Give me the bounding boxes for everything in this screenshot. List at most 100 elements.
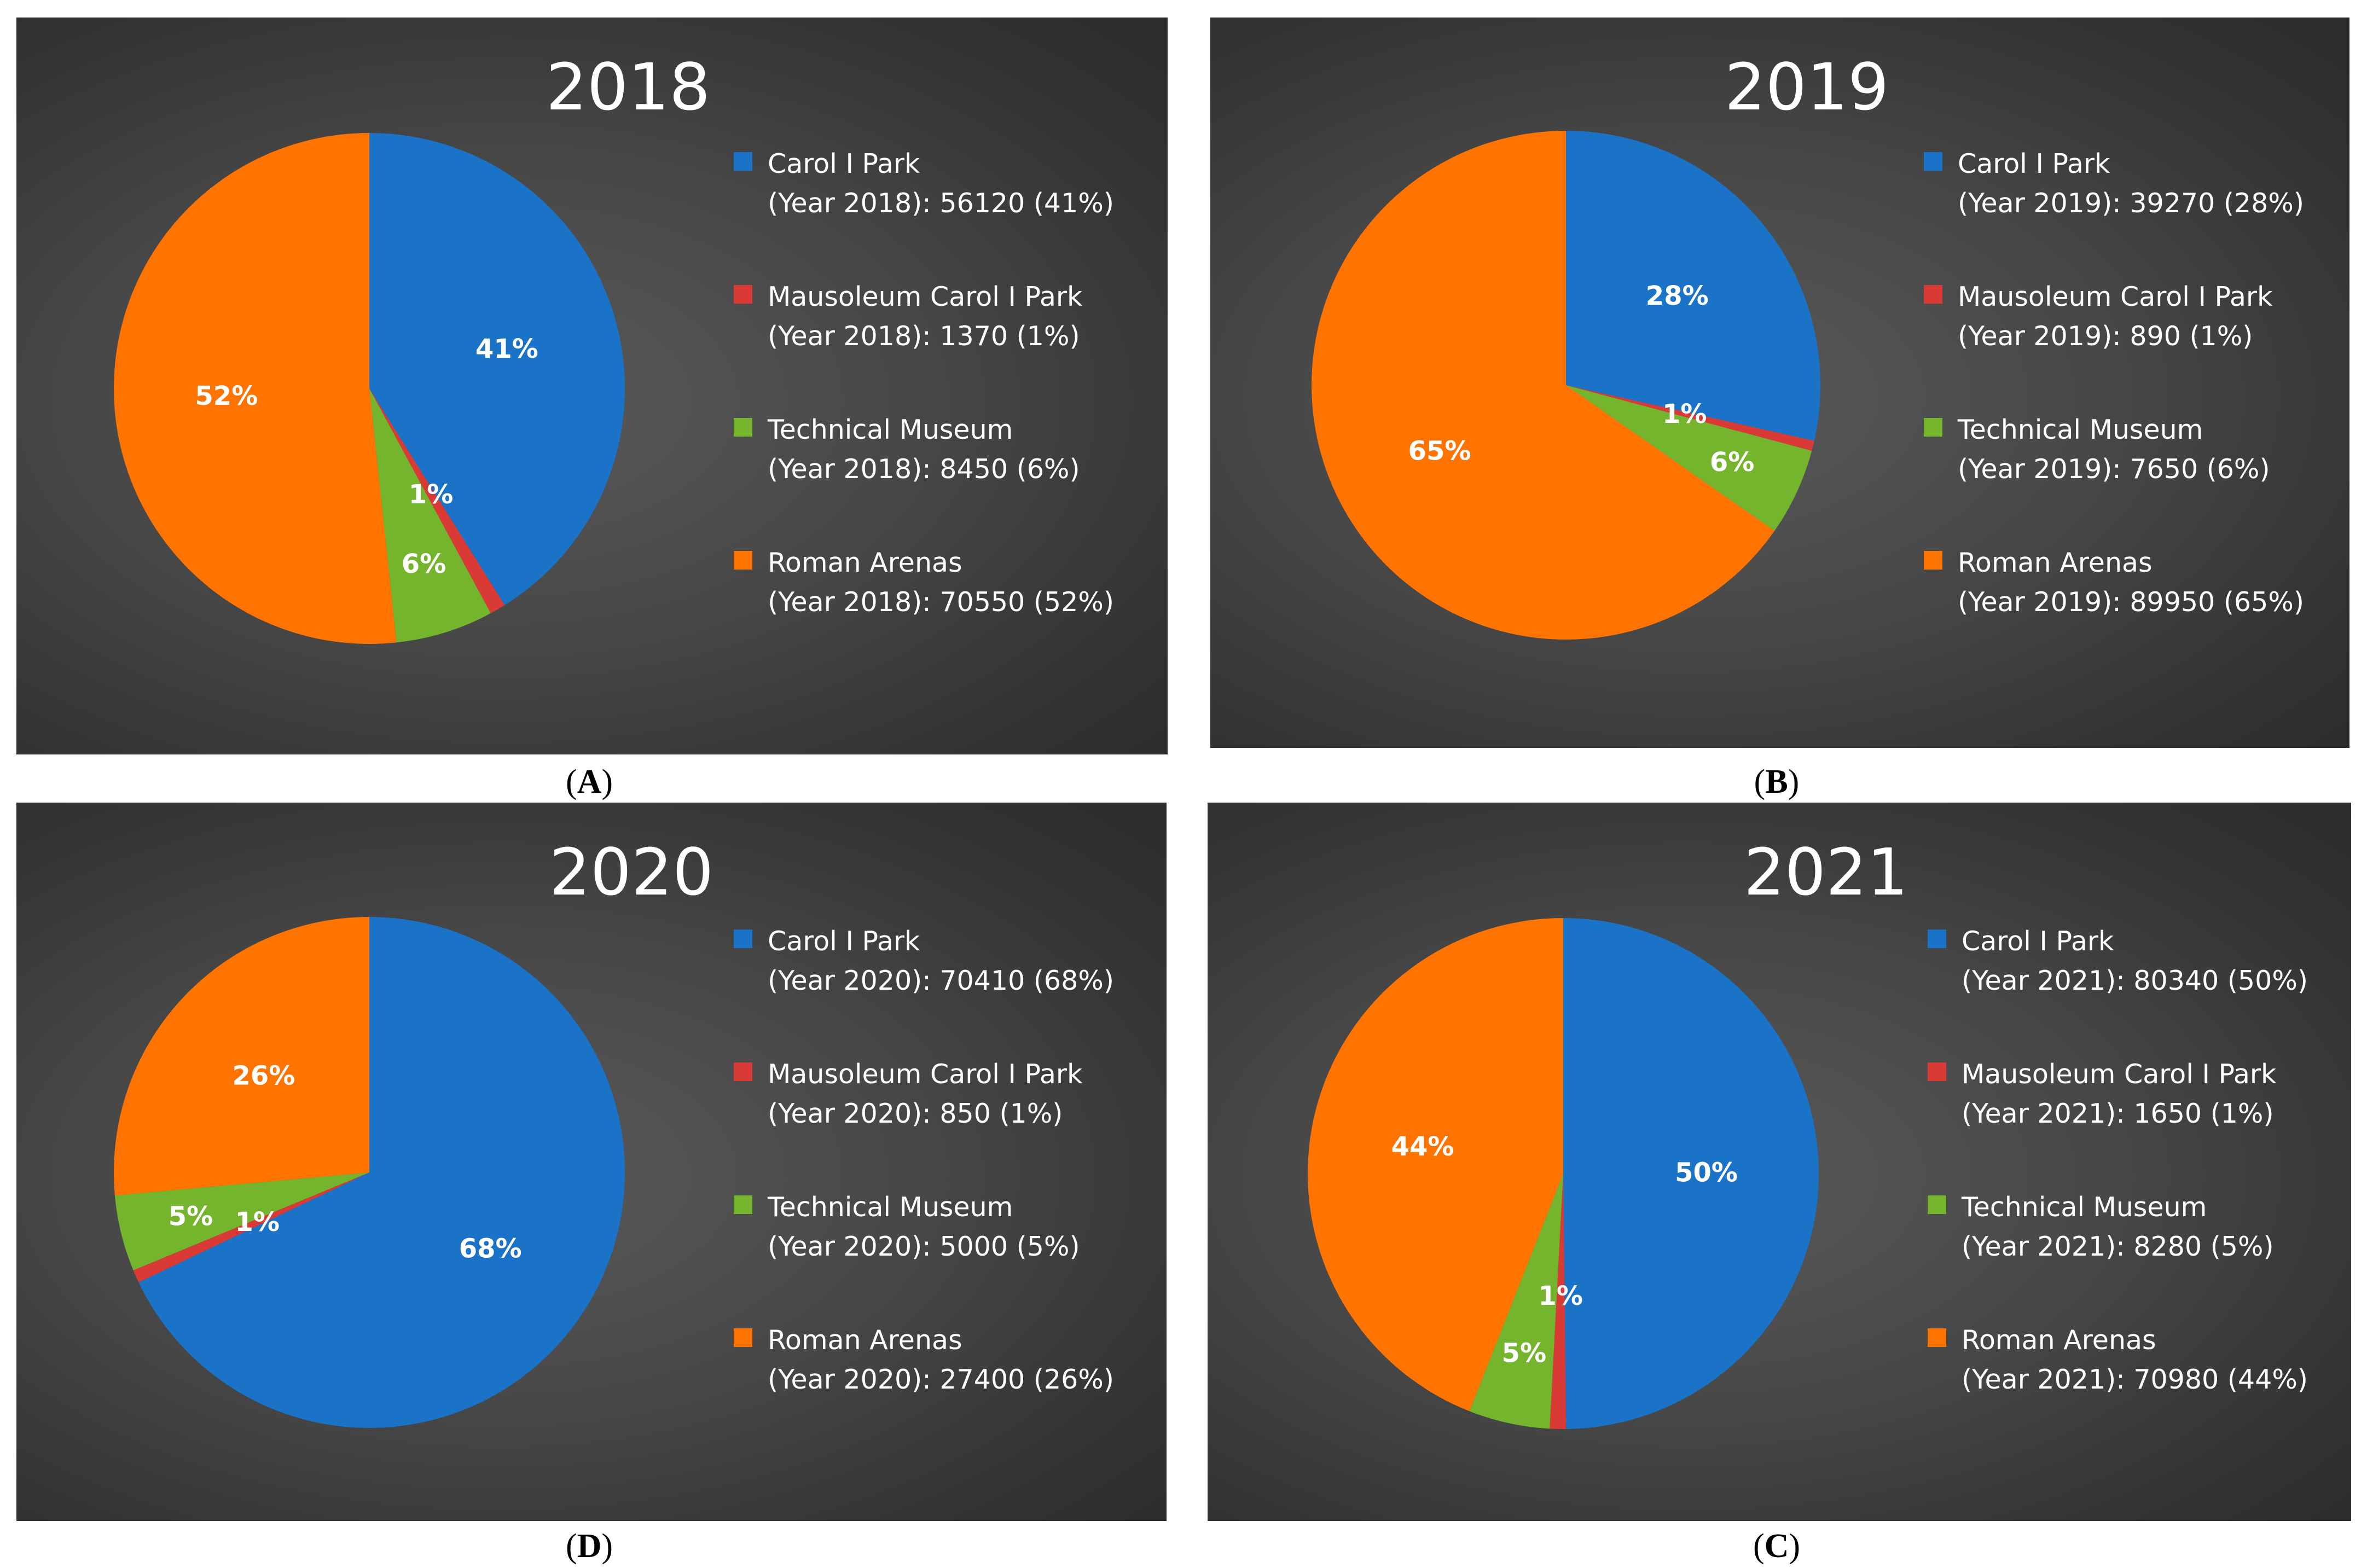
legend-value: (Year 2020): 5000 (5%) — [768, 1231, 1080, 1262]
legend-value: (Year 2018): 1370 (1%) — [768, 321, 1080, 352]
legend-value: (Year 2021): 70980 (44%) — [1962, 1364, 2308, 1395]
legend-swatch — [734, 152, 752, 171]
chart-panel-2019: 2019 28% 1% 6% 65% Carol I Park (Year 2019):… — [1210, 18, 2349, 748]
data-label: 26% — [232, 1061, 295, 1091]
legend-value: (Year 2018): 56120 (41%) — [768, 188, 1114, 219]
legend-swatch — [1928, 930, 1946, 948]
pie-slice-technical-museum — [114, 1172, 369, 1270]
legend-item-technical-museum: Technical Museum (Year 2020): 5000 (5%) — [734, 1188, 1150, 1321]
legend-name: Roman Arenas — [768, 1325, 962, 1356]
legend: Carol I Park (Year 2020): 70410 (68%) Mau… — [734, 922, 1150, 1454]
legend-name: Mausoleum Carol I Park — [1962, 1059, 2277, 1090]
legend-item-roman-arenas: Roman Arenas (Year 2019): 89950 (65%) — [1924, 543, 2340, 676]
pie-slice-technical-museum — [1469, 1174, 1563, 1429]
pie-slice-carol-i-park — [369, 133, 625, 606]
pie-slice-carol-i-park — [138, 917, 625, 1428]
legend-item-mausoleum: Mausoleum Carol I Park (Year 2021): 1650 … — [1928, 1055, 2343, 1188]
legend-item-carol-i-park: Carol I Park (Year 2018): 56120 (41%) — [734, 144, 1150, 277]
caption-letter: C — [1764, 1528, 1789, 1565]
pie-slice-roman-arenas — [114, 133, 397, 644]
legend-swatch — [734, 930, 752, 948]
data-label: 5% — [169, 1201, 213, 1232]
legend-name: Technical Museum — [1962, 1192, 2207, 1223]
legend-item-technical-museum: Technical Museum (Year 2018): 8450 (6%) — [734, 410, 1150, 543]
pie-slice-technical-museum — [369, 388, 491, 643]
legend-swatch — [1928, 1195, 1946, 1214]
caption-letter: A — [577, 763, 602, 800]
pie-slice-mausoleum-carol-i-park — [1550, 1174, 1567, 1429]
pie-chart: 41% 1% 6% 52% — [114, 133, 625, 644]
legend-item-roman-arenas: Roman Arenas (Year 2021): 70980 (44%) — [1928, 1321, 2343, 1454]
panel-caption-a: (A) — [565, 763, 613, 800]
legend-value: (Year 2021): 8280 (5%) — [1962, 1231, 2274, 1262]
legend-name: Technical Museum — [768, 1192, 1013, 1223]
data-label: 68% — [459, 1234, 522, 1264]
legend-name: Roman Arenas — [1962, 1325, 2156, 1356]
data-label: 6% — [1710, 447, 1755, 478]
caption-letter: B — [1765, 763, 1788, 800]
pie-slice-roman-arenas — [114, 917, 370, 1195]
legend-item-technical-museum: Technical Museum (Year 2019): 7650 (6%) — [1924, 410, 2340, 543]
data-label: 5% — [1502, 1338, 1547, 1369]
chart-title: 2019 — [1724, 49, 1889, 125]
legend-value: (Year 2019): 39270 (28%) — [1958, 188, 2304, 219]
pie-chart: 28% 1%6% 65% — [1312, 131, 1820, 640]
legend-item-roman-arenas: Roman Arenas (Year 2020): 27400 (26%) — [734, 1321, 1150, 1454]
data-label: 44% — [1391, 1131, 1454, 1162]
legend: Carol I Park (Year 2021): 80340 (50%) Mau… — [1928, 922, 2343, 1454]
legend-name: Mausoleum Carol I Park — [768, 1059, 1083, 1090]
data-label: 1% — [1539, 1281, 1583, 1311]
legend-item-mausoleum: Mausoleum Carol I Park (Year 2018): 1370 … — [734, 277, 1150, 410]
data-label: 41% — [475, 334, 538, 364]
legend-item-carol-i-park: Carol I Park (Year 2019): 39270 (28%) — [1924, 144, 2340, 277]
data-label: 1% — [235, 1207, 280, 1238]
legend-swatch — [1928, 1328, 1946, 1347]
legend-value: (Year 2020): 850 (1%) — [768, 1098, 1063, 1129]
legend-item-carol-i-park: Carol I Park (Year 2021): 80340 (50%) — [1928, 922, 2343, 1055]
caption-letter: D — [577, 1528, 602, 1565]
chart-panel-2020: 2020 68% 1% 5% 26% Carol I Park (Year 2020):… — [16, 803, 1167, 1521]
legend-item-carol-i-park: Carol I Park (Year 2020): 70410 (68%) — [734, 922, 1150, 1055]
legend-value: (Year 2019): 890 (1%) — [1958, 321, 2253, 352]
legend-value: (Year 2018): 70550 (52%) — [768, 586, 1114, 618]
pie-chart: 50% 1% 5% 44% — [1308, 918, 1819, 1429]
legend-swatch — [734, 418, 752, 437]
legend-swatch — [1924, 285, 1942, 304]
legend-name: Roman Arenas — [768, 547, 962, 578]
legend-swatch — [734, 285, 752, 304]
legend-item-mausoleum: Mausoleum Carol I Park (Year 2020): 850 (… — [734, 1055, 1150, 1188]
data-label: 28% — [1646, 281, 1709, 311]
legend-swatch — [734, 1195, 752, 1214]
chart-title: 2018 — [546, 49, 711, 125]
legend-item-mausoleum: Mausoleum Carol I Park (Year 2019): 890 (… — [1924, 277, 2340, 410]
data-label: 52% — [195, 381, 258, 411]
legend-value: (Year 2021): 1650 (1%) — [1962, 1098, 2274, 1129]
legend-value: (Year 2021): 80340 (50%) — [1962, 965, 2308, 996]
legend-name: Technical Museum — [768, 414, 1013, 445]
legend-swatch — [1924, 152, 1942, 171]
data-label: 6% — [402, 549, 446, 579]
legend-value: (Year 2019): 89950 (65%) — [1958, 586, 2304, 618]
data-label: 1% — [409, 479, 454, 510]
legend: Carol I Park (Year 2018): 56120 (41%) Mau… — [734, 144, 1150, 676]
legend-name: Carol I Park — [1962, 926, 2114, 957]
legend-name: Carol I Park — [768, 148, 920, 179]
legend-swatch — [1924, 418, 1942, 437]
legend-value: (Year 2020): 70410 (68%) — [768, 965, 1114, 996]
data-label: 65% — [1408, 435, 1471, 466]
legend-name: Mausoleum Carol I Park — [768, 281, 1083, 312]
legend-value: (Year 2018): 8450 (6%) — [768, 454, 1080, 485]
legend-name: Technical Museum — [1958, 414, 2203, 445]
legend-swatch — [1928, 1062, 1946, 1081]
data-label: 50% — [1675, 1158, 1738, 1188]
legend-name: Carol I Park — [768, 926, 920, 957]
legend-value: (Year 2020): 27400 (26%) — [768, 1364, 1114, 1395]
legend-swatch — [734, 1062, 752, 1081]
data-label: 1% — [1662, 399, 1707, 429]
legend-swatch — [734, 551, 752, 570]
chart-title: 2021 — [1743, 834, 1908, 910]
pie-slice-roman-arenas — [1312, 131, 1775, 640]
legend-item-technical-museum: Technical Museum (Year 2021): 8280 (5%) — [1928, 1188, 2343, 1321]
pie-slice-technical-museum — [1566, 385, 1812, 531]
legend-name: Roman Arenas — [1958, 547, 2153, 578]
